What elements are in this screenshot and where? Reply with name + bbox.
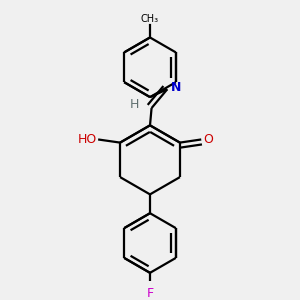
Text: F: F	[146, 286, 154, 300]
Text: N: N	[170, 81, 181, 94]
Text: O: O	[203, 133, 213, 146]
Text: HO: HO	[77, 133, 97, 146]
Text: H: H	[130, 98, 139, 111]
Text: CH₃: CH₃	[141, 14, 159, 24]
